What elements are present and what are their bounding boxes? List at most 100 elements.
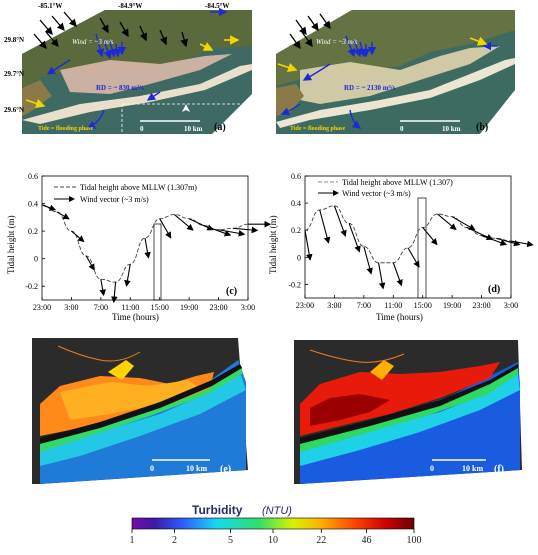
panel-d-label: (d): [488, 284, 500, 295]
panel-a-lon-label-1: -85.1°W: [38, 2, 62, 10]
panel-d-tide-line: [304, 205, 512, 264]
d-xtick-label: 11:00: [384, 301, 402, 310]
panel-c-xticks: 23:00 3:00 7:00 11:00 15:00 19:00 23:00 3:00: [33, 297, 255, 312]
panel-c-xlabel: Time (hours): [112, 312, 159, 322]
d-xtick-label: 19:00: [443, 301, 461, 310]
c-wind-vector: [218, 229, 246, 237]
d-xtick-label: 3:00: [327, 301, 341, 310]
d-wind-vector: [496, 237, 521, 247]
panel-e-river-plume: [108, 360, 134, 380]
c-xtick-label: 11:00: [121, 303, 139, 312]
panel-e-cyan-band: [40, 372, 246, 466]
d-wind-vector: [481, 235, 508, 246]
panel-e-label: (e): [220, 464, 231, 475]
panel-b-flow-arrows: [280, 35, 498, 129]
panel-d-legend-tide: Tidal height above MLLW (1.307): [342, 178, 453, 187]
panel-a-lat-label-1: 29.8°N: [4, 36, 24, 44]
d-wind-vector: [348, 223, 361, 253]
panel-c-wind-vectors: [41, 204, 272, 304]
d-ytick-label: -0.2: [288, 280, 301, 289]
d-wind-vector: [319, 209, 331, 244]
d-wind-vector: [378, 262, 386, 290]
panel-e-river: [57, 345, 141, 362]
panel-a-wind-arrows: [33, 11, 188, 49]
panel-f-river: [309, 349, 405, 363]
panel-b-barrier-island: [276, 58, 515, 128]
d-ytick-label: 0: [297, 253, 301, 262]
d-ytick-label: 0.4: [291, 199, 301, 208]
panel-d-highlight-box: [417, 197, 427, 299]
colorbar-title: Turbidity: [192, 503, 243, 517]
panel-a-flow-arrows: [46, 7, 228, 129]
c-xtick-label: 23:00: [33, 303, 51, 312]
colorbar-tick-label: 10: [268, 535, 278, 546]
colorbar-tick-label: 22: [316, 535, 326, 546]
panel-f-barrier-island: [300, 364, 518, 444]
c-wind-vector: [124, 264, 131, 287]
panel-a-scale-end: 10 km: [184, 125, 203, 133]
colorbar-gradient: [131, 517, 415, 530]
panel-b-plume: [300, 46, 500, 104]
c-ytick-label: 0: [34, 255, 38, 264]
colorbar-ticks: 1 2 5 10 22 46 100: [130, 529, 422, 546]
panel-b-tide-arrows: [277, 36, 488, 73]
panel-c-legend-wind: Wind vector (~3 m/s): [80, 195, 149, 204]
panel-b-wind-arrows: [289, 13, 331, 50]
colorbar-unit: (NTU): [262, 505, 292, 517]
c-wind-vector: [233, 226, 259, 234]
panel-a-lat-label-2: 29.7°N: [4, 70, 24, 78]
panel-b: Wind = ~3 m/s RD = ~ 2130 m³/s Tide = fl…: [276, 10, 515, 134]
panel-c-legend-tide: Tidal height above MLLW (1.307m): [80, 183, 197, 192]
panel-c-label: (c): [226, 286, 237, 297]
panel-b-scale-end: 10 km: [442, 125, 461, 133]
c-xtick-label: 19:00: [180, 303, 198, 312]
panel-f-label: (f): [494, 464, 504, 475]
panel-e-scale-bar: 0 10 km: [150, 459, 210, 473]
d-wind-vector: [392, 262, 403, 287]
panel-a-land-south: [22, 80, 52, 116]
d-ytick-label: 0.2: [291, 226, 301, 235]
panel-a-lon-label-2: -84.9°W: [118, 2, 142, 10]
c-wind-vector: [41, 204, 57, 211]
c-wind-vector: [111, 282, 118, 304]
panel-a-tide-arrows: [25, 35, 240, 109]
d-wind-vector: [363, 246, 373, 275]
c-ytick-label: 0.2: [28, 227, 38, 236]
panel-e-scale-zero: 0: [150, 464, 154, 473]
panel-a-scale-zero: 0: [140, 125, 144, 133]
panel-f-green-band: [300, 366, 518, 452]
panel-d-plot-frame: [304, 175, 512, 299]
panel-e-barrier-island: [40, 364, 242, 444]
panel-a-lon-label-3: -84.5°W: [205, 2, 229, 10]
turbidity-colorbar: Turbidity (NTU) 1 2 5 10 22 46 100: [130, 503, 422, 546]
d-ytick-label: 0.6: [291, 172, 301, 181]
panel-d-ylabel: Tidal height (m): [268, 215, 278, 274]
d-wind-vector: [422, 227, 438, 246]
d-wind-vector: [304, 230, 313, 261]
d-wind-vector: [407, 247, 420, 268]
panel-f-bay-dark-red: [310, 394, 390, 426]
c-ytick-label: 0.6: [28, 172, 38, 181]
panel-d-wind-vectors: [304, 205, 534, 290]
c-xtick-label: 3:00: [241, 303, 255, 312]
panel-e: 0 10 km (e): [32, 338, 248, 484]
panel-a-north-arrow: [182, 104, 190, 112]
d-wind-vector: [466, 227, 494, 241]
panel-d-legend-wind: Wind vector (~3 m/s): [342, 189, 411, 198]
d-wind-vector: [437, 213, 457, 231]
panel-f: 0 10 km (f): [294, 340, 522, 484]
panel-a-label: (a): [214, 122, 226, 133]
d-wind-vector: [333, 205, 347, 237]
d-xtick-label: 23:00: [472, 301, 490, 310]
colorbar-tick-label: 46: [361, 535, 371, 546]
c-xtick-label: 7:00: [94, 303, 108, 312]
c-wind-vector: [99, 279, 106, 297]
d-xtick-label: 15:00: [414, 301, 432, 310]
panel-f-scale-end: 10 km: [462, 464, 483, 473]
c-wind-vector: [56, 211, 70, 220]
panel-e-bay-yellow: [60, 380, 200, 420]
panel-b-scale-zero: 0: [400, 125, 404, 133]
panel-a-barrier-island: [22, 64, 252, 124]
panel-a-plume: [60, 54, 232, 94]
panel-b-scale-bar: 0 10 km: [400, 120, 461, 133]
